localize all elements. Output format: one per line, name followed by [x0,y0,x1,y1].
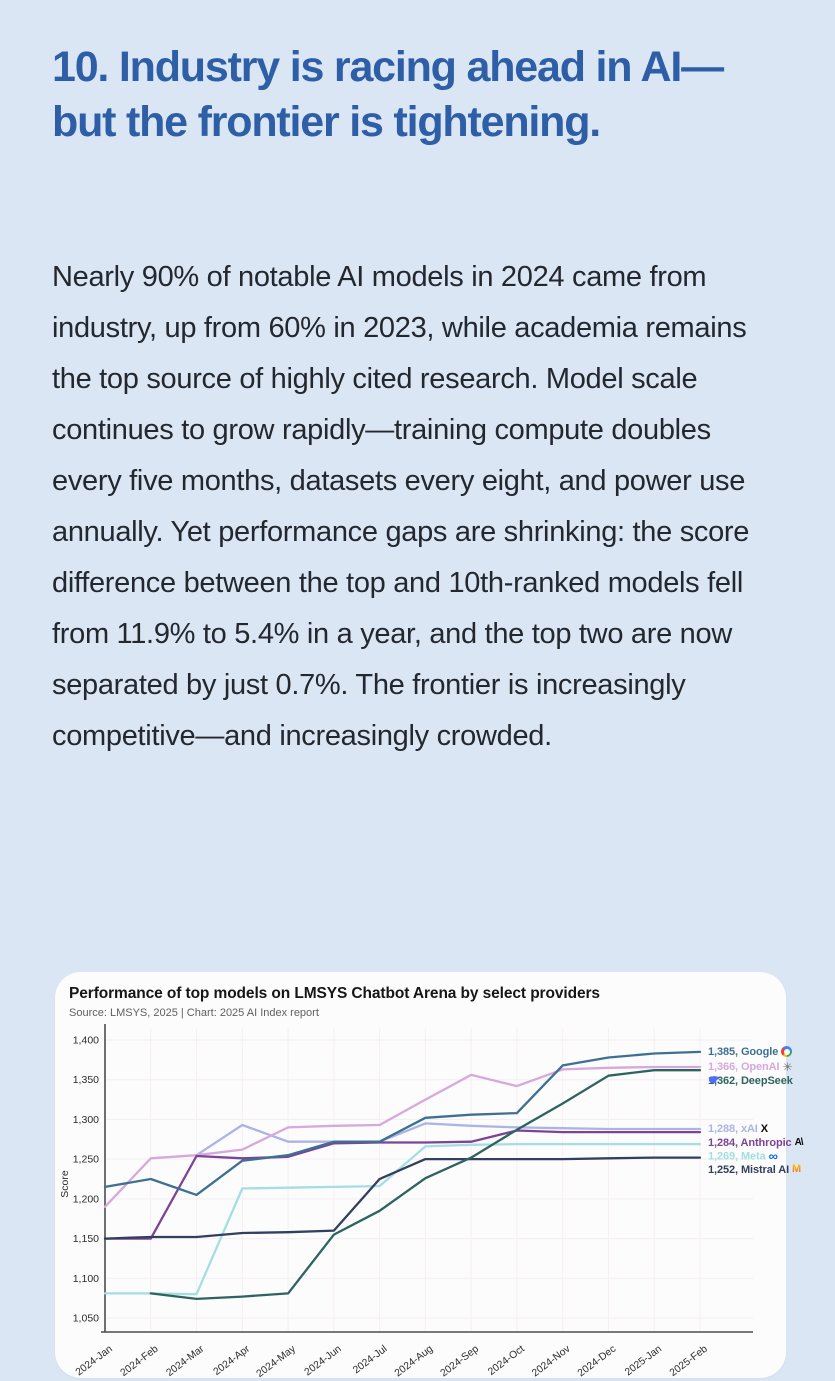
legend-label: 1,284, Anthropic [708,1136,792,1149]
y-tick-labels: 1,400 1,350 1,300 1,250 1,200 1,150 1,100 1,050 [73,1035,99,1325]
svg-text:1,350: 1,350 [73,1074,99,1086]
section-heading: 10. Industry is racing ahead in AI—but t… [52,43,724,146]
svg-text:1,100: 1,100 [73,1273,99,1285]
series-line-openai [103,1065,702,1208]
chart-card: Performance of top models on LMSYS Chatb… [55,972,804,1378]
svg-text:2024-Mar: 2024-Mar [165,1343,207,1378]
svg-text:2024-Dec: 2024-Dec [576,1344,618,1378]
legend-item-openai: 1,366, OpenAI ✳ [708,1060,793,1074]
svg-text:2025-Jan: 2025-Jan [623,1343,664,1378]
legend-item-google: 1,385, Google [708,1045,793,1058]
meta-icon: ∞ [768,1148,778,1164]
series-line-xai [195,1122,702,1157]
x-tick-labels: 2024-Jan 2024-Feb 2024-Mar 2024-Apr 2024-May… [74,1343,710,1378]
svg-text:1,400: 1,400 [73,1035,99,1047]
series-line-deepseek [149,1069,702,1301]
legend-item-mistral-ai: 1,252, Mistral AI M [708,1164,801,1176]
chart-canvas: 1,400 1,350 1,300 1,250 1,200 1,150 1,100 1,050… [59,1024,753,1378]
chart-source: Source: LMSYS, 2025 | Chart: 2025 AI Ind… [69,1007,319,1019]
body-paragraph: Nearly 90% of notable AI models in 2024 … [52,261,750,753]
svg-text:2025-Feb: 2025-Feb [668,1343,710,1378]
y-axis-label: Score [59,1170,71,1198]
legend-label: 1,385, Google [708,1045,779,1058]
svg-text:1,300: 1,300 [73,1114,99,1126]
lmsys-line-chart: 1,400 1,350 1,300 1,250 1,200 1,150 1,100 1,050… [55,972,804,1378]
svg-text:2024-Sep: 2024-Sep [439,1343,482,1378]
svg-text:1,150: 1,150 [73,1233,99,1245]
svg-text:2024-May: 2024-May [255,1343,299,1378]
anthropic-icon: A\ [794,1136,804,1148]
legend-label: 1,288, xAI [708,1123,758,1135]
series-line-mistral-ai [103,1156,702,1240]
gridlines [104,1028,753,1332]
svg-text:2024-Apr: 2024-Apr [212,1343,253,1378]
svg-text:2024-Nov: 2024-Nov [530,1343,573,1378]
svg-text:2024-Oct: 2024-Oct [486,1344,527,1378]
openai-icon: ✳ [782,1060,793,1074]
chart-title: Performance of top models on LMSYS Chatb… [69,985,600,1002]
legend-item-xai: 1,288, xAI X [708,1123,768,1135]
legend-label: 1,252, Mistral AI [708,1163,790,1176]
xai-icon: X [760,1122,769,1135]
legend-item-meta: 1,269, Meta ∞ [708,1150,778,1163]
svg-text:2024-Aug: 2024-Aug [393,1343,436,1378]
svg-text:1,200: 1,200 [73,1193,99,1205]
legend-item-deepseek: 1,362, DeepSeek [708,1075,796,1087]
svg-text:2024-Jan: 2024-Jan [74,1343,115,1378]
series-line-google [103,1050,702,1197]
svg-text:2024-Feb: 2024-Feb [119,1343,161,1378]
svg-text:2024-Jul: 2024-Jul [351,1344,389,1377]
legend-label: 1,269, Meta [708,1150,766,1162]
mistral-icon: M [792,1163,802,1175]
series-line-meta [103,1142,702,1296]
google-icon [781,1046,793,1058]
svg-text:1,050: 1,050 [73,1313,99,1325]
legend-item-anthropic: 1,284, Anthropic A\ [708,1136,804,1149]
legend-label: 1,366, OpenAI [708,1061,780,1073]
legend-label: 1,362, DeepSeek [708,1074,793,1087]
svg-text:1,250: 1,250 [73,1154,99,1166]
series-line-anthropic [103,1129,702,1240]
svg-text:2024-Jun: 2024-Jun [303,1343,344,1378]
